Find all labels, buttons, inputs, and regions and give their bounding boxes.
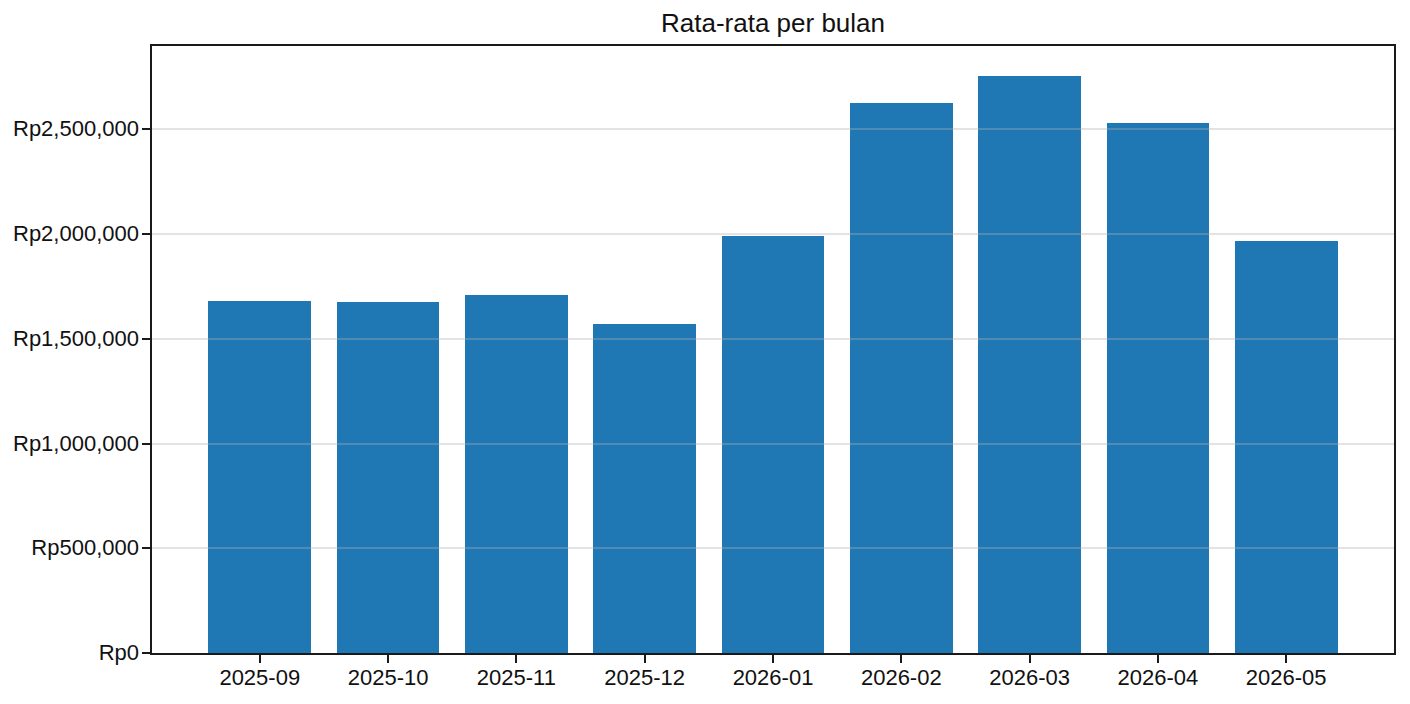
gridline-2500000	[152, 128, 1394, 130]
x-tick-label: 2026-03	[960, 666, 1100, 690]
plot-inner	[152, 46, 1394, 653]
x-tick-mark	[1157, 655, 1159, 663]
x-tick-label: 2026-02	[831, 666, 971, 690]
x-tick-mark	[387, 655, 389, 663]
gridline-500000	[152, 547, 1394, 549]
bar-2025-12	[593, 324, 696, 653]
x-tick-mark	[1029, 655, 1031, 663]
x-tick-label: 2025-10	[318, 666, 458, 690]
y-tick-mark	[142, 338, 150, 340]
chart-title: Rata-rata per bulan	[150, 8, 1396, 38]
x-tick-label: 2025-12	[575, 666, 715, 690]
y-tick-label: Rp1,000,000	[0, 432, 139, 456]
y-tick-mark	[142, 128, 150, 130]
bar-2026-02	[850, 103, 953, 653]
y-tick-mark	[142, 443, 150, 445]
y-tick-label: Rp2,500,000	[0, 117, 139, 141]
x-tick-mark	[515, 655, 517, 663]
bar-2025-10	[337, 302, 440, 653]
x-tick-label: 2026-01	[703, 666, 843, 690]
x-tick-mark	[900, 655, 902, 663]
y-tick-label: Rp0	[0, 641, 139, 665]
x-tick-mark	[772, 655, 774, 663]
x-tick-label: 2025-11	[446, 666, 586, 690]
y-tick-mark	[142, 547, 150, 549]
x-tick-label: 2025-09	[190, 666, 330, 690]
x-tick-mark	[259, 655, 261, 663]
bar-2025-11	[465, 295, 568, 653]
y-tick-label: Rp2,000,000	[0, 222, 139, 246]
gridline-1000000	[152, 443, 1394, 445]
bar-2026-04	[1107, 123, 1210, 653]
plot-area	[150, 44, 1396, 655]
y-tick-label: Rp1,500,000	[0, 327, 139, 351]
bar-2026-05	[1235, 241, 1338, 653]
bar-2026-03	[978, 76, 1081, 653]
bar-chart-figure: Rata-rata per bulan Rp0 Rp500,000 Rp1,000,…	[0, 0, 1410, 704]
bar-2025-09	[208, 301, 311, 653]
y-tick-label: Rp500,000	[0, 536, 139, 560]
x-tick-mark	[1285, 655, 1287, 663]
gridline-1500000	[152, 338, 1394, 340]
bar-2026-01	[722, 236, 825, 653]
y-tick-mark	[142, 233, 150, 235]
x-tick-label: 2026-04	[1088, 666, 1228, 690]
x-tick-mark	[644, 655, 646, 663]
x-tick-label: 2026-05	[1216, 666, 1356, 690]
gridline-2000000	[152, 233, 1394, 235]
y-tick-mark	[142, 652, 150, 654]
